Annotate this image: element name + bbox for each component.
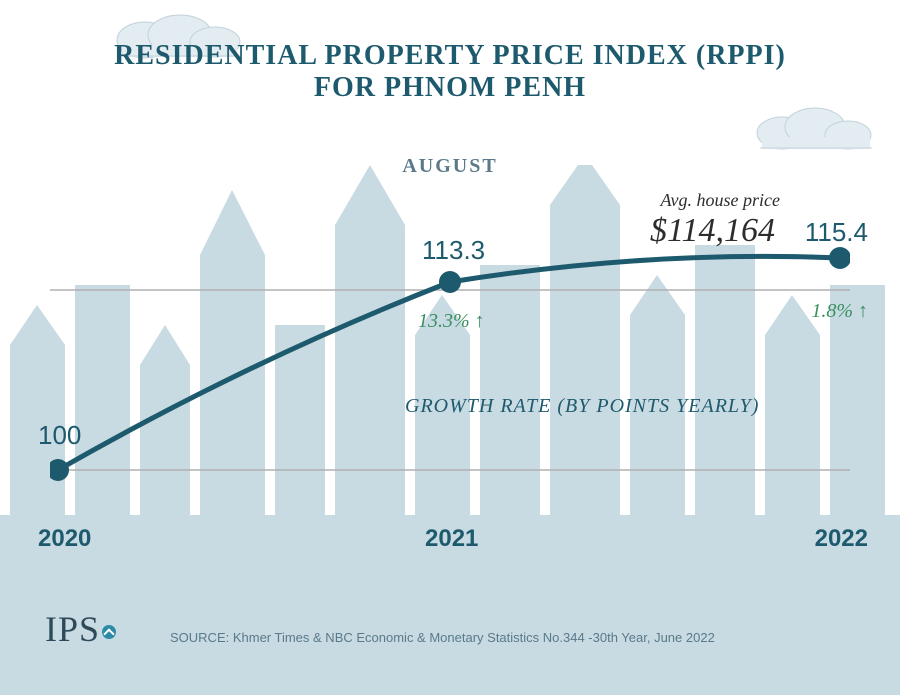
chart-title: RESIDENTIAL PROPERTY PRICE INDEX (RPPI) …	[0, 40, 900, 104]
avg-price-label: Avg. house price	[661, 190, 780, 211]
ips-logo: IPS	[45, 608, 116, 650]
value-2022: 115.4	[805, 217, 868, 248]
source-citation: SOURCE: Khmer Times & NBC Economic & Mon…	[170, 630, 715, 645]
value-2020: 100	[38, 420, 81, 451]
year-2020: 2020	[38, 525, 91, 553]
year-2021: 2021	[425, 525, 478, 553]
value-2021: 113.3	[422, 235, 485, 266]
growth-2022: 1.8% ↑	[811, 300, 868, 323]
cloud-decoration	[750, 105, 880, 153]
growth-rate-title: GROWTH RATE (BY POINTS YEARLY)	[405, 395, 759, 418]
chart-subtitle: AUGUST	[0, 155, 900, 178]
logo-text: IPS	[45, 609, 100, 649]
year-2022: 2022	[815, 525, 868, 553]
title-line-2: FOR PHNOM PENH	[0, 72, 900, 104]
avg-price-value: $114,164	[650, 212, 775, 250]
growth-2021: 13.3% ↑	[418, 310, 485, 333]
title-line-1: RESIDENTIAL PROPERTY PRICE INDEX (RPPI)	[0, 40, 900, 72]
logo-icon	[102, 625, 116, 639]
